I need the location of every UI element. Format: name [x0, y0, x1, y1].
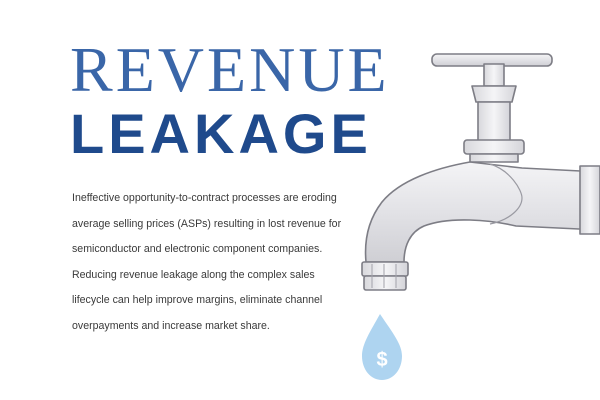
- faucet-icon: $: [361, 53, 600, 380]
- water-drop-icon: $: [362, 314, 402, 380]
- title-revenue: REVENUE: [70, 34, 390, 105]
- title-leakage: LEAKAGE: [70, 102, 372, 165]
- description-paragraph: Ineffective opportunity-to-contract proc…: [72, 192, 342, 332]
- dollar-symbol: $: [376, 349, 387, 371]
